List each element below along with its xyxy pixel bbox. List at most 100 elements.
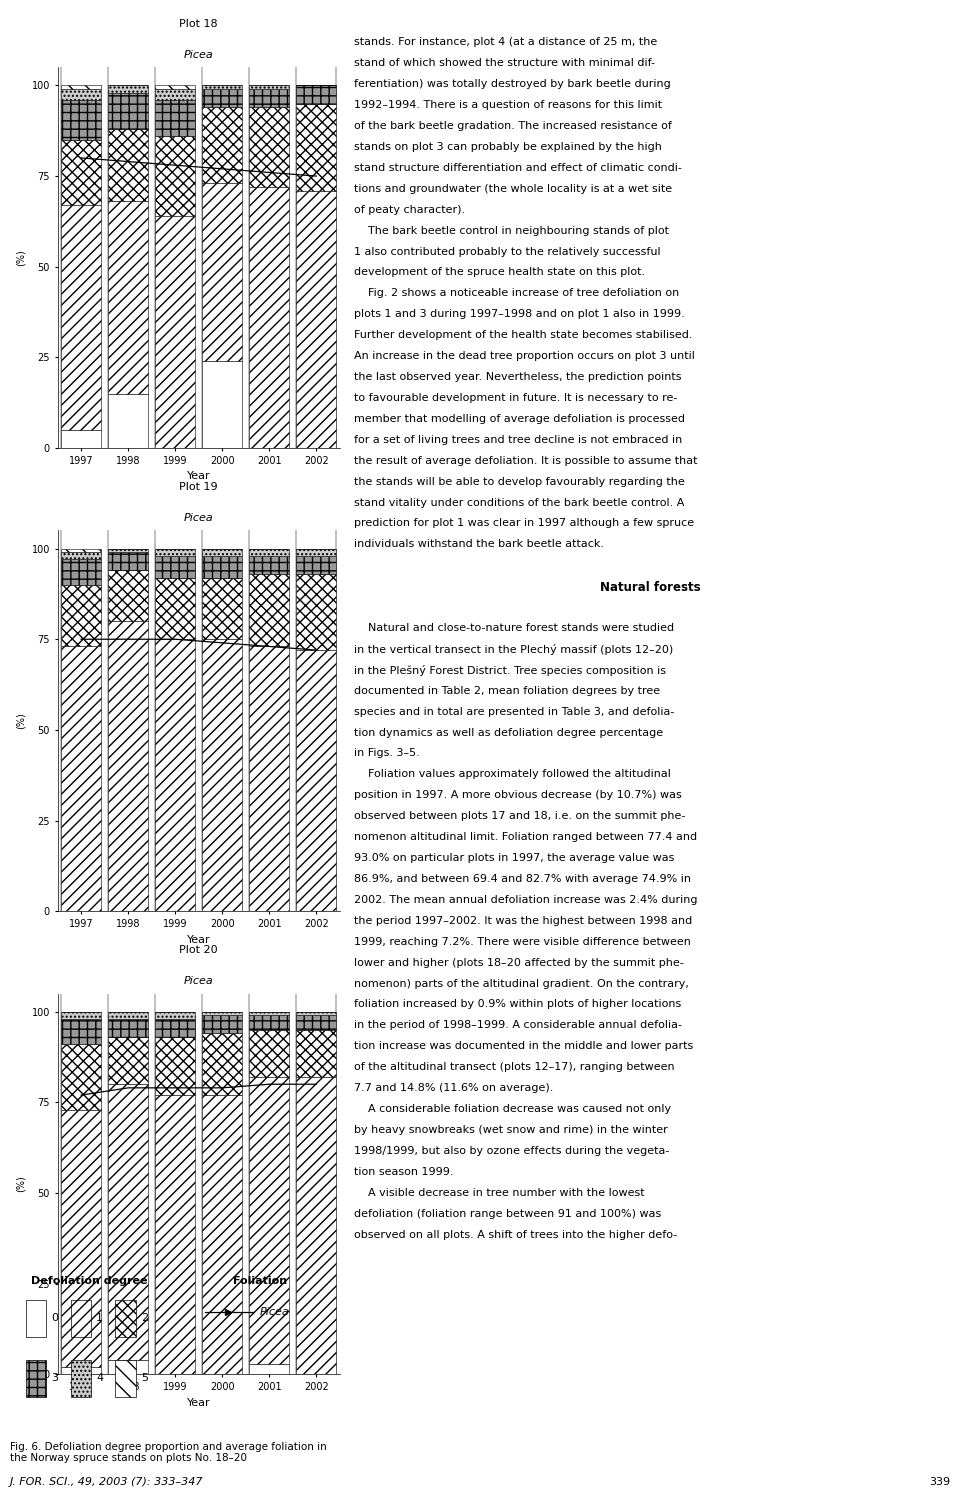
Text: the result of average defoliation. It is possible to assume that: the result of average defoliation. It is… — [354, 456, 698, 466]
Bar — [297, 548, 336, 556]
Text: Further development of the health state becomes stabilised.: Further development of the health state … — [354, 330, 693, 341]
Bar — [156, 90, 195, 100]
Bar — [70, 1300, 91, 1337]
Text: in the period of 1998–1999. A considerable annual defolia-: in the period of 1998–1999. A considerab… — [354, 1020, 683, 1031]
Bar — [61, 548, 101, 553]
Text: An increase in the dead tree proportion occurs on plot 3 until: An increase in the dead tree proportion … — [354, 351, 695, 362]
Bar — [61, 553, 101, 559]
Text: of the bark beetle gradation. The increased resistance of: of the bark beetle gradation. The increa… — [354, 121, 672, 131]
Bar — [203, 1095, 242, 1374]
Text: defoliation (foliation range between 91 and 100%) was: defoliation (foliation range between 91 … — [354, 1209, 661, 1219]
Bar — [203, 1016, 242, 1034]
Bar — [203, 548, 242, 556]
Bar — [203, 362, 242, 448]
Text: ferentiation) was totally destroyed by bark beetle during: ferentiation) was totally destroyed by b… — [354, 79, 671, 90]
Bar — [250, 574, 289, 647]
Text: lower and higher (plots 18–20 affected by the summit phe-: lower and higher (plots 18–20 affected b… — [354, 958, 684, 968]
Bar — [203, 184, 242, 362]
Bar — [108, 1085, 148, 1360]
Text: 339: 339 — [929, 1476, 950, 1487]
Bar — [203, 1011, 242, 1016]
Text: 1: 1 — [96, 1313, 103, 1324]
Text: Defoliation degree: Defoliation degree — [32, 1276, 148, 1286]
Text: 7.7 and 14.8% (11.6% on average).: 7.7 and 14.8% (11.6% on average). — [354, 1083, 554, 1094]
Bar — [61, 205, 101, 430]
Text: prediction for plot 1 was clear in 1997 although a few spruce: prediction for plot 1 was clear in 1997 … — [354, 518, 694, 529]
Bar — [61, 584, 101, 647]
Bar — [108, 394, 148, 448]
Bar — [156, 136, 195, 217]
Bar — [115, 1300, 136, 1337]
Bar — [297, 1077, 336, 1374]
Text: A visible decrease in tree number with the lowest: A visible decrease in tree number with t… — [354, 1188, 645, 1198]
Text: by heavy snowbreaks (wet snow and rime) in the winter: by heavy snowbreaks (wet snow and rime) … — [354, 1125, 668, 1135]
Text: development of the spruce health state on this plot.: development of the spruce health state o… — [354, 267, 645, 278]
Bar — [26, 1360, 46, 1397]
Bar — [250, 647, 289, 911]
Bar — [250, 187, 289, 448]
Text: tion dynamics as well as defoliation degree percentage: tion dynamics as well as defoliation deg… — [354, 728, 663, 738]
Bar — [297, 574, 336, 650]
Bar — [203, 639, 242, 911]
Text: A considerable foliation decrease was caused not only: A considerable foliation decrease was ca… — [354, 1104, 671, 1115]
Bar — [297, 650, 336, 911]
Bar — [61, 647, 101, 911]
Text: documented in Table 2, mean foliation degrees by tree: documented in Table 2, mean foliation de… — [354, 686, 660, 696]
Bar — [108, 548, 148, 553]
Bar — [156, 100, 195, 136]
Bar — [108, 85, 148, 93]
Text: in the Plešný Forest District. Tree species composition is: in the Plešný Forest District. Tree spe… — [354, 665, 666, 675]
Y-axis label: (%): (%) — [16, 713, 26, 729]
Bar — [156, 1095, 195, 1374]
Text: stand structure differentiation and effect of climatic condi-: stand structure differentiation and effe… — [354, 163, 683, 173]
Text: tion increase was documented in the middle and lower parts: tion increase was documented in the midd… — [354, 1041, 693, 1052]
Bar — [61, 140, 101, 205]
Text: Fig. 6. Defoliation degree proportion and average foliation in
the Norway spruce: Fig. 6. Defoliation degree proportion an… — [10, 1442, 326, 1463]
Bar — [297, 556, 336, 574]
Text: in Figs. 3–5.: in Figs. 3–5. — [354, 748, 420, 759]
Bar — [108, 93, 148, 128]
Text: Natural forests: Natural forests — [600, 581, 700, 595]
Text: Plot 19: Plot 19 — [180, 483, 218, 493]
Bar — [156, 1011, 195, 1019]
Text: plots 1 and 3 during 1997–1998 and on plot 1 also in 1999.: plots 1 and 3 during 1997–1998 and on pl… — [354, 309, 685, 320]
Bar — [203, 108, 242, 184]
Bar — [250, 556, 289, 574]
Text: nomenon altitudinal limit. Foliation ranged between 77.4 and: nomenon altitudinal limit. Foliation ran… — [354, 832, 697, 843]
Bar — [156, 556, 195, 578]
Bar — [108, 1019, 148, 1037]
Text: Picea: Picea — [184, 976, 213, 986]
Bar — [297, 103, 336, 191]
Y-axis label: (%): (%) — [16, 249, 26, 266]
Bar — [61, 1011, 101, 1019]
Bar — [250, 1364, 289, 1374]
Text: Fig. 2 shows a noticeable increase of tree defoliation on: Fig. 2 shows a noticeable increase of tr… — [354, 288, 680, 299]
Bar — [203, 578, 242, 639]
Text: Plot 18: Plot 18 — [180, 19, 218, 30]
Text: 2: 2 — [141, 1313, 148, 1324]
Bar — [250, 1077, 289, 1364]
Text: 2002. The mean annual defoliation increase was 2.4% during: 2002. The mean annual defoliation increa… — [354, 895, 698, 905]
Bar — [61, 559, 101, 584]
Bar — [108, 1360, 148, 1374]
Text: 1 also contributed probably to the relatively successful: 1 also contributed probably to the relat… — [354, 247, 660, 257]
Bar — [108, 202, 148, 394]
Bar — [61, 430, 101, 448]
Text: individuals withstand the bark beetle attack.: individuals withstand the bark beetle at… — [354, 539, 604, 550]
Text: 1992–1994. There is a question of reasons for this limit: 1992–1994. There is a question of reason… — [354, 100, 662, 111]
Bar — [250, 1016, 289, 1029]
Bar — [156, 217, 195, 448]
Bar — [297, 191, 336, 448]
X-axis label: Year: Year — [187, 935, 210, 944]
Text: stands on plot 3 can probably be explained by the high: stands on plot 3 can probably be explain… — [354, 142, 662, 152]
Text: member that modelling of average defoliation is processed: member that modelling of average defolia… — [354, 414, 685, 424]
Bar — [203, 556, 242, 578]
Text: the last observed year. Nevertheless, the prediction points: the last observed year. Nevertheless, th… — [354, 372, 682, 382]
Bar — [26, 1300, 46, 1337]
Bar — [61, 1044, 101, 1110]
Bar — [297, 85, 336, 103]
Bar — [108, 1011, 148, 1019]
Text: 3: 3 — [51, 1373, 59, 1383]
Text: J. FOR. SCI., 49, 2003 (7): 333–347: J. FOR. SCI., 49, 2003 (7): 333–347 — [10, 1476, 204, 1487]
Bar — [61, 100, 101, 140]
